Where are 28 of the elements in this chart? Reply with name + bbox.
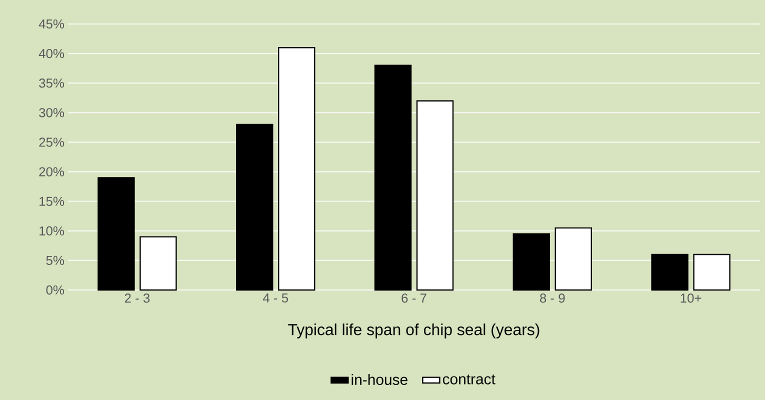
bar <box>512 233 550 291</box>
y-tick-label: 40% <box>38 48 64 58</box>
bar <box>651 254 688 291</box>
bar <box>278 47 316 291</box>
y-tick-label: 30% <box>39 108 64 118</box>
x-axis-title: Typical life span of chip seal (years) <box>288 324 540 338</box>
y-tick-label: 20% <box>39 167 64 176</box>
bar <box>554 227 592 291</box>
bar <box>374 64 412 291</box>
x-tick-label: 10+ <box>680 294 702 303</box>
bar <box>98 177 135 291</box>
bar <box>236 124 274 291</box>
y-tick-label: 10% <box>40 226 64 236</box>
y-tick-label: 45% <box>38 19 64 29</box>
y-tick-label: 15% <box>40 196 64 206</box>
x-tick-label: 8 - 9 <box>540 294 565 303</box>
x-tick-label: 4 - 5 <box>262 294 288 303</box>
legend-label: in-house <box>352 374 408 385</box>
bar <box>693 254 730 291</box>
bar <box>416 100 454 291</box>
bar <box>140 236 177 291</box>
legend-label: contract <box>442 374 496 384</box>
y-tick-label: 35% <box>39 78 64 88</box>
y-tick-label: 25% <box>39 138 64 147</box>
y-tick-label: 0% <box>46 285 64 295</box>
x-tick-label: 2 - 3 <box>124 294 150 303</box>
x-tick-label: 6 - 7 <box>402 294 426 303</box>
y-tick-label: 5% <box>46 256 64 265</box>
